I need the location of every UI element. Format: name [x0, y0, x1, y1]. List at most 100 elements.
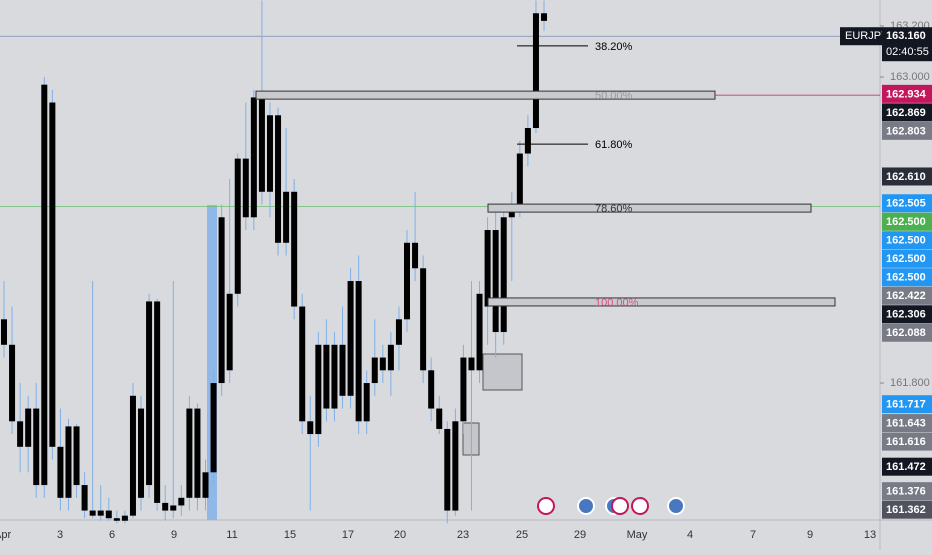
candle-body — [105, 510, 112, 519]
candle-body — [234, 158, 241, 294]
x-tick-label: 9 — [807, 529, 813, 541]
price-tag — [882, 121, 932, 140]
fib-box — [487, 203, 812, 213]
candle-body — [25, 408, 32, 447]
candle-body — [250, 97, 257, 218]
candle-body — [129, 395, 136, 516]
candle-body — [339, 344, 346, 396]
price-tag — [882, 414, 932, 433]
price-tag — [882, 323, 932, 342]
candle-body — [452, 421, 459, 511]
price-tag — [882, 457, 932, 476]
candle-body — [395, 319, 402, 345]
candle-body — [315, 344, 322, 435]
y-tick-label: 161.800 — [890, 377, 930, 389]
candle-body — [258, 97, 265, 192]
price-tag — [882, 231, 932, 250]
symbol: EURJPY — [845, 30, 889, 42]
price-tag-label: 162.803 — [886, 125, 926, 137]
candle-body — [500, 217, 507, 333]
price-tag — [882, 212, 932, 231]
candle-body — [89, 510, 96, 516]
candle-body — [154, 301, 161, 503]
candle-body — [412, 242, 419, 269]
x-tick-label: 20 — [394, 529, 406, 541]
x-tick-label: 3 — [57, 529, 63, 541]
candle-body — [404, 242, 410, 320]
candle-body — [541, 13, 548, 21]
candle-body — [532, 13, 539, 129]
price-tag-label: 161.616 — [886, 436, 926, 448]
candle-body — [57, 446, 64, 498]
candle-body — [516, 153, 523, 205]
fib-box — [255, 90, 716, 100]
candle-body — [97, 510, 104, 516]
candle-body — [355, 281, 362, 422]
candle-body — [1, 319, 7, 345]
x-tick-label: Apr — [0, 529, 11, 541]
price-tag-label: 162.088 — [886, 327, 926, 339]
price-tag — [882, 84, 932, 103]
candle-body — [436, 408, 443, 429]
candle-body — [210, 383, 217, 473]
price-tag — [882, 103, 932, 122]
candle-body — [65, 426, 72, 498]
countdown: 02:40:55 — [886, 46, 929, 58]
price-tag — [882, 249, 932, 268]
price-tag-label: 162.500 — [886, 235, 926, 247]
candle-body — [420, 268, 427, 371]
candle-body — [492, 230, 499, 333]
price-tag — [882, 305, 932, 324]
price-tag — [882, 395, 932, 414]
candle-body — [194, 408, 201, 498]
candle-body — [162, 502, 169, 511]
last-price-tag — [882, 27, 932, 62]
symbol-tag — [840, 27, 882, 46]
candle-body — [218, 217, 225, 384]
zone-box — [482, 353, 523, 391]
price-tag — [882, 432, 932, 451]
candle-body — [484, 230, 491, 307]
x-tick-label: 13 — [864, 529, 876, 541]
fib-label: 50.00% — [595, 90, 633, 102]
candle-body — [460, 357, 467, 422]
candle-body — [121, 515, 128, 521]
price-tag-label: 162.869 — [886, 107, 926, 119]
x-tick-label: 4 — [687, 529, 693, 541]
x-tick-label: 15 — [284, 529, 296, 541]
candle-body — [266, 115, 273, 192]
x-tick-label: 23 — [457, 529, 469, 541]
fib-label: 78.60% — [595, 203, 633, 215]
price-tag — [882, 500, 932, 519]
candle-body — [468, 357, 475, 371]
last-price: 163.160 — [886, 30, 926, 42]
price-tag-label: 162.505 — [886, 198, 926, 210]
x-tick-label: 11 — [226, 529, 237, 541]
candle-body — [170, 505, 177, 511]
x-tick-label: 17 — [342, 529, 354, 541]
fib-label: 100.00% — [595, 297, 639, 309]
candle-body — [363, 383, 370, 422]
candle-body — [33, 408, 40, 486]
price-tag — [882, 167, 932, 186]
price-tag-label: 162.500 — [886, 272, 926, 284]
candle-body — [41, 84, 48, 486]
x-tick-label: 7 — [750, 529, 756, 541]
fib-label: 61.80% — [595, 139, 633, 151]
candle-body — [202, 472, 209, 498]
price-tag-label: 162.500 — [886, 216, 926, 228]
price-tag — [882, 268, 932, 287]
price-tag-label: 161.362 — [886, 504, 926, 516]
candle-body — [9, 344, 16, 422]
price-tag-label: 161.472 — [886, 461, 926, 473]
candle-body — [81, 485, 88, 511]
fib-box — [487, 297, 836, 307]
candle-body — [178, 497, 185, 506]
price-tag-label: 161.717 — [886, 399, 926, 411]
x-tick-label: May — [627, 529, 648, 541]
candle-body — [371, 357, 378, 384]
x-tick-label: 29 — [574, 529, 586, 541]
price-tag — [882, 194, 932, 213]
